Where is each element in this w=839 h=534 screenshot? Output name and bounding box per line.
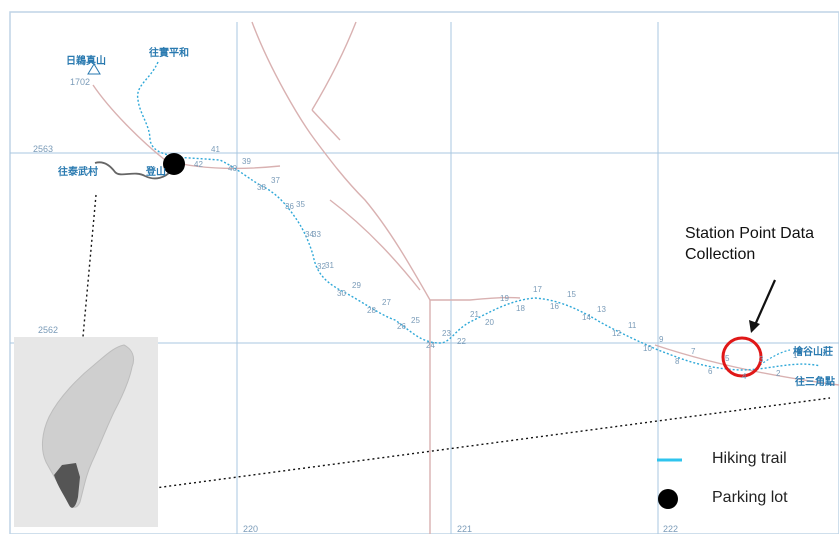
station-number: 18 bbox=[516, 304, 525, 313]
map-grid bbox=[10, 22, 839, 534]
station-number: 16 bbox=[550, 302, 559, 311]
place-lodge: 檜谷山莊 bbox=[793, 347, 833, 358]
station-number: 3 bbox=[759, 355, 764, 364]
parking-lot-marker-icon bbox=[163, 153, 185, 175]
station-number: 39 bbox=[242, 157, 251, 166]
station-number: 37 bbox=[271, 176, 280, 185]
station-number: 14 bbox=[582, 313, 591, 322]
station-number: 7 bbox=[691, 347, 696, 356]
roads bbox=[92, 21, 839, 534]
station-number: 10 bbox=[643, 344, 652, 353]
annotation-arrow bbox=[753, 279, 777, 326]
place-mountain: 日鵜真山 bbox=[66, 56, 106, 67]
station-number: 1 bbox=[793, 351, 798, 360]
highlighted-region bbox=[54, 463, 80, 508]
map-frame bbox=[9, 11, 839, 534]
access-road bbox=[94, 161, 173, 180]
station-number: 19 bbox=[500, 294, 509, 303]
grid-label-x-left: 220 bbox=[243, 524, 259, 534]
station-number: 9 bbox=[659, 335, 664, 344]
summit-marker-icon bbox=[87, 63, 101, 75]
annotation-line-1: Station Point Data bbox=[685, 225, 814, 242]
station-number: 35 bbox=[296, 200, 305, 209]
station-highlight-circle bbox=[721, 336, 763, 378]
station-number: 25 bbox=[411, 316, 420, 325]
station-number: 13 bbox=[597, 305, 606, 314]
legend-parking-label: Parking lot bbox=[712, 489, 788, 506]
hiking-trail bbox=[136, 61, 821, 371]
station-number: 30 bbox=[337, 289, 346, 298]
inset-connector-right bbox=[79, 397, 831, 499]
grid-label-x-right: 222 bbox=[663, 524, 679, 534]
place-to-taiwu: 往泰武村 bbox=[58, 167, 98, 178]
station-number: 27 bbox=[382, 298, 391, 307]
station-number: 41 bbox=[211, 145, 220, 154]
station-number: 21 bbox=[470, 310, 479, 319]
station-number: 23 bbox=[442, 329, 451, 338]
grid-label-x-mid: 221 bbox=[457, 524, 473, 534]
taiwan-outline bbox=[41, 344, 135, 508]
station-number: 4 bbox=[742, 372, 747, 381]
station-number: 36 bbox=[285, 202, 294, 211]
station-number: 24 bbox=[426, 341, 435, 350]
station-number: 31 bbox=[325, 261, 334, 270]
place-to-pinghe: 往實平和 bbox=[149, 48, 189, 59]
station-number: 42 bbox=[194, 160, 203, 169]
mountain-elevation: 1702 bbox=[70, 77, 91, 87]
grid-label-y-top: 2563 bbox=[33, 144, 54, 154]
station-number: 20 bbox=[485, 318, 494, 327]
station-number: 22 bbox=[457, 337, 466, 346]
station-number: 38 bbox=[257, 183, 266, 192]
taiwan-inset-map bbox=[14, 337, 158, 527]
station-number: 11 bbox=[628, 321, 637, 330]
station-number: 6 bbox=[708, 367, 713, 376]
station-number: 2 bbox=[776, 369, 781, 378]
legend-trail-label: Hiking trail bbox=[712, 450, 787, 467]
grid-label-y-bottom: 2562 bbox=[38, 325, 59, 335]
lodge-branch bbox=[759, 349, 791, 366]
place-to-triangulation: 往三角點 bbox=[795, 377, 835, 388]
legend-parking-swatch bbox=[658, 489, 678, 509]
station-annotation: Station Point Data Collection bbox=[685, 223, 814, 265]
station-number: 26 bbox=[397, 322, 406, 331]
station-number: 40 bbox=[228, 164, 237, 173]
station-number: 5 bbox=[725, 354, 730, 363]
station-number: 33 bbox=[312, 230, 321, 239]
station-number: 17 bbox=[533, 285, 542, 294]
station-number: 15 bbox=[567, 290, 576, 299]
annotation-arrowhead-icon bbox=[749, 320, 760, 333]
station-number: 29 bbox=[352, 281, 361, 290]
place-trailhead: 登山 bbox=[146, 167, 166, 178]
station-number: 12 bbox=[612, 329, 621, 338]
station-number: 8 bbox=[675, 357, 680, 366]
annotation-line-2: Collection bbox=[685, 246, 756, 263]
station-number: 34 bbox=[305, 230, 314, 239]
station-number: 32 bbox=[317, 262, 326, 271]
station-number: 28 bbox=[367, 306, 376, 315]
